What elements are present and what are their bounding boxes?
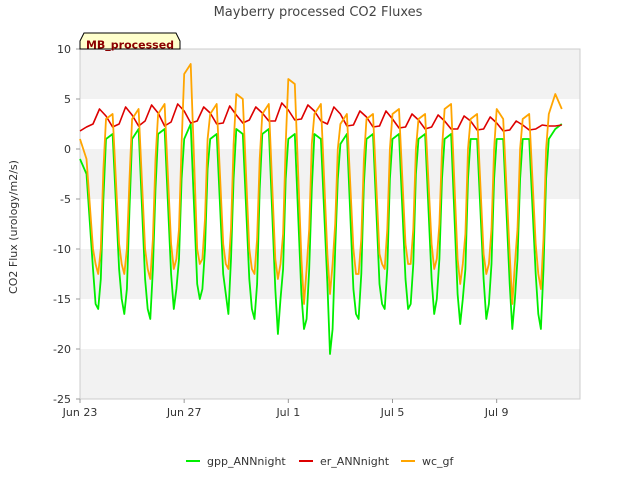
- y-axis-ticks: -25 -20 -15 -10 -5 0 5 10: [53, 43, 80, 406]
- y-tick-label: -15: [53, 293, 71, 306]
- grid-band: [80, 349, 580, 399]
- x-tick-label: Jun 23: [62, 406, 98, 419]
- dataset-badge: MB_processed: [79, 32, 181, 52]
- legend-label: wc_gf: [422, 455, 455, 468]
- grid-band: [80, 199, 580, 249]
- y-tick-label: -5: [60, 193, 71, 206]
- legend: gpp_ANNnight er_ANNnight wc_gf: [186, 455, 455, 468]
- legend-item-wc-gf: wc_gf: [401, 455, 455, 468]
- legend-item-er-annnight: er_ANNnight: [299, 455, 390, 468]
- x-tick-label: Jun 27: [166, 406, 202, 419]
- legend-label: er_ANNnight: [320, 455, 390, 468]
- y-tick-label: 5: [64, 93, 71, 106]
- y-tick-label: 0: [64, 143, 71, 156]
- x-axis-ticks: Jun 23 Jun 27 Jul 1 Jul 5 Jul 9: [62, 399, 509, 419]
- x-tick-label: Jul 9: [484, 406, 509, 419]
- x-tick-label: Jul 1: [275, 406, 300, 419]
- y-axis-label: CO2 Flux (urology/m2/s): [7, 160, 20, 294]
- x-tick-label: Jul 5: [380, 406, 405, 419]
- series-layer: [79, 63, 563, 355]
- dataset-badge-label: MB_processed: [86, 39, 174, 52]
- legend-item-gpp-annnight: gpp_ANNnight: [186, 455, 286, 468]
- y-tick-label: -20: [53, 343, 71, 356]
- legend-label: gpp_ANNnight: [207, 455, 286, 468]
- grid-band: [80, 149, 580, 199]
- y-tick-label: 10: [57, 43, 71, 56]
- series-line-gpp-annnight: [79, 123, 563, 355]
- y-tick-label: -25: [53, 393, 71, 406]
- plot-frame: [79, 48, 581, 400]
- y-tick-label: -10: [53, 243, 71, 256]
- grid-band: [80, 49, 580, 99]
- chart-title: Mayberry processed CO2 Fluxes: [214, 5, 423, 20]
- series-line-wc-gf: [79, 63, 563, 305]
- dataset-badge-box: [79, 32, 181, 50]
